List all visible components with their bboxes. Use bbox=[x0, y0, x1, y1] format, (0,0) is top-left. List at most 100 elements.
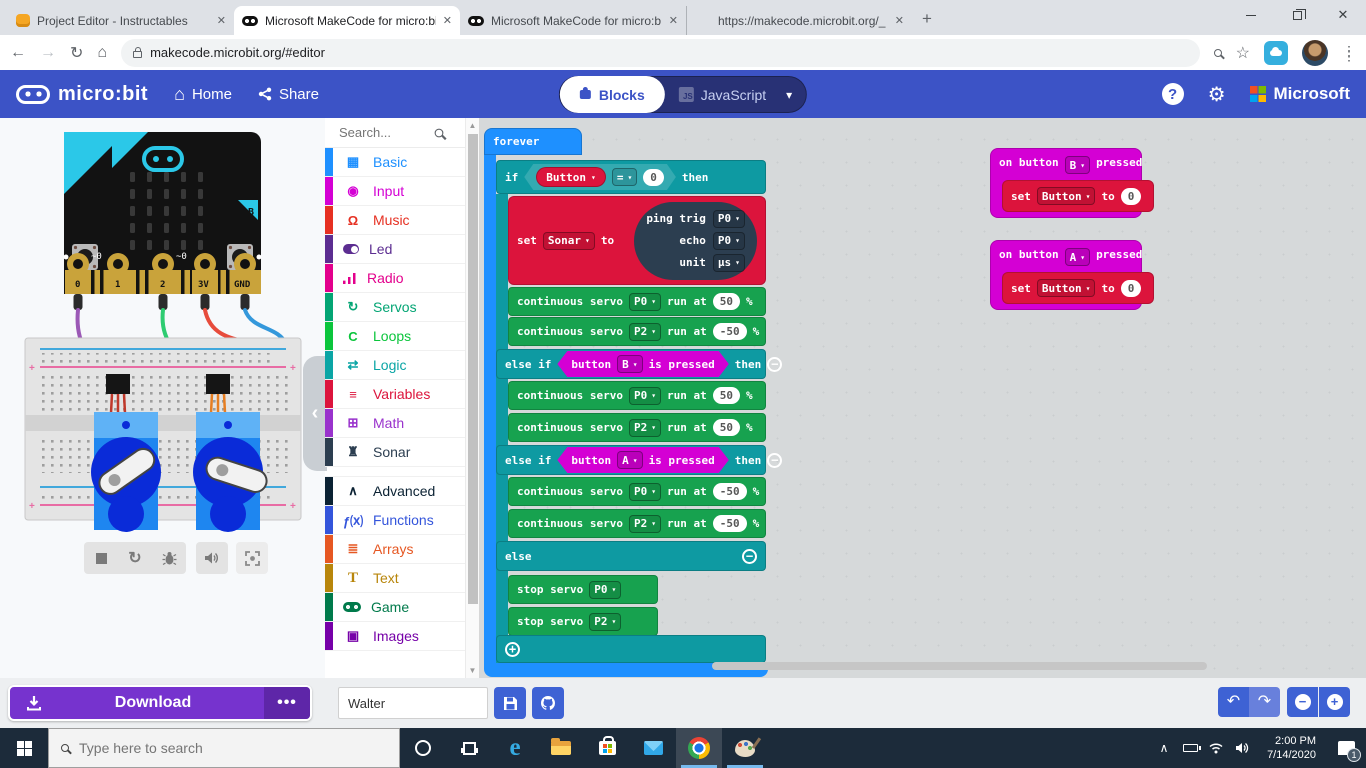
toolbox-category-logic[interactable]: ⇄ Logic bbox=[325, 351, 465, 380]
microsoft-store-button[interactable] bbox=[584, 728, 630, 768]
toolbox-category-music[interactable]: Ω Music bbox=[325, 206, 465, 235]
scrollbar-thumb[interactable] bbox=[467, 134, 478, 604]
variable-dropdown[interactable]: Button bbox=[1036, 187, 1096, 205]
toolbox-category-functions[interactable]: ƒ⒳ Functions bbox=[325, 506, 465, 535]
elseif-block-header[interactable]: else if button B is pressed then − bbox=[496, 349, 783, 379]
toolbox-category-variables[interactable]: ≡ Variables bbox=[325, 380, 465, 409]
toolbox-category-advanced[interactable]: ∧ Advanced bbox=[325, 477, 465, 506]
if-condition[interactable]: Button = 0 bbox=[524, 164, 676, 190]
forever-block-spine[interactable] bbox=[484, 155, 496, 663]
button-dropdown[interactable]: B bbox=[617, 355, 642, 373]
extension-icon[interactable] bbox=[1264, 40, 1288, 65]
taskbar-search-input[interactable] bbox=[79, 740, 339, 756]
if-block-header[interactable]: if Button = 0 then bbox=[496, 160, 766, 194]
toolbox-category-basic[interactable]: ▦ Basic bbox=[325, 148, 465, 177]
browser-tab[interactable]: https://makecode.microbit.org/_ ✕ bbox=[686, 6, 912, 35]
speed-input[interactable]: -50 bbox=[712, 515, 747, 532]
action-center-button[interactable]: 1 bbox=[1326, 728, 1366, 768]
stop-servo-block[interactable]: stop servo P2 bbox=[508, 607, 658, 636]
toolbox-scrollbar[interactable]: ▲ ▼ bbox=[465, 118, 479, 678]
toolbox-category-math[interactable]: ⊞ Math bbox=[325, 409, 465, 438]
toolbox-search-input[interactable] bbox=[339, 125, 429, 140]
browser-tab[interactable]: Project Editor - Instructables ✕ bbox=[8, 6, 234, 35]
restore-button[interactable] bbox=[1274, 0, 1320, 30]
javascript-tab[interactable]: JS JavaScript bbox=[665, 87, 780, 103]
home-icon[interactable]: ⌂ bbox=[97, 43, 108, 61]
toolbox-category-game[interactable]: Game bbox=[325, 593, 465, 622]
bookmark-star-icon[interactable]: ☆ bbox=[1235, 44, 1250, 62]
value-input[interactable]: 0 bbox=[643, 169, 664, 186]
remove-branch-button[interactable]: − bbox=[767, 452, 783, 468]
else-block-header[interactable]: else − bbox=[496, 541, 766, 571]
tab-close-icon[interactable]: ✕ bbox=[668, 15, 678, 27]
pin-dropdown[interactable]: P0 bbox=[628, 292, 662, 311]
toolbox-category-servos[interactable]: ↻ Servos bbox=[325, 293, 465, 322]
button-dropdown[interactable]: A bbox=[617, 451, 642, 469]
toolbox-category-images[interactable]: ▣ Images bbox=[325, 622, 465, 651]
toolbox-category-text[interactable]: T Text bbox=[325, 564, 465, 593]
blocks-tab[interactable]: Blocks bbox=[559, 76, 665, 113]
scroll-down-icon[interactable]: ▼ bbox=[468, 666, 477, 675]
sonar-variable-dropdown[interactable]: Sonar bbox=[542, 231, 595, 250]
browser-tab[interactable]: Microsoft MakeCode for micro:b ✕ bbox=[460, 6, 686, 35]
edge-button[interactable]: e bbox=[492, 728, 538, 768]
new-tab-button[interactable]: + bbox=[922, 9, 932, 28]
microbit-logo[interactable]: micro:bit bbox=[16, 83, 148, 106]
workspace-horizontal-scrollbar[interactable] bbox=[712, 662, 1207, 670]
forward-icon[interactable]: → bbox=[40, 43, 56, 61]
value-input[interactable]: 0 bbox=[1120, 279, 1142, 297]
download-button[interactable]: Download ••• bbox=[8, 685, 312, 721]
echo-pin-dropdown[interactable]: P0 bbox=[712, 231, 745, 250]
toolbox-category-radio[interactable]: Radio bbox=[325, 264, 465, 293]
pin-dropdown[interactable]: P2 bbox=[589, 612, 622, 631]
variable-dropdown[interactable]: Button bbox=[1036, 279, 1096, 297]
forever-block[interactable]: forever bbox=[484, 128, 582, 155]
zoom-page-icon[interactable] bbox=[1213, 48, 1222, 57]
if-block-spine[interactable] bbox=[496, 194, 508, 663]
back-icon[interactable]: ← bbox=[10, 43, 26, 61]
volume-icon[interactable] bbox=[1229, 742, 1255, 754]
help-button[interactable]: ? bbox=[1161, 83, 1184, 105]
simulator-collapse-button[interactable]: ‹ bbox=[303, 356, 327, 471]
toolbox-category-input[interactable]: ◉ Input bbox=[325, 177, 465, 206]
scroll-up-icon[interactable]: ▲ bbox=[468, 121, 477, 130]
mail-button[interactable] bbox=[630, 728, 676, 768]
chevron-down-icon[interactable]: ▾ bbox=[786, 87, 793, 102]
set-button-block[interactable]: set Button to 0 bbox=[1002, 180, 1154, 212]
remove-branch-button[interactable]: − bbox=[742, 548, 757, 564]
value-input[interactable]: 0 bbox=[1120, 187, 1142, 205]
share-button[interactable]: Share bbox=[258, 86, 319, 103]
wifi-icon[interactable] bbox=[1203, 742, 1229, 754]
button-dropdown[interactable]: A bbox=[1064, 248, 1091, 266]
gear-icon[interactable]: ⚙ bbox=[1207, 83, 1226, 106]
ping-pin-dropdown[interactable]: P0 bbox=[712, 209, 745, 228]
pin-dropdown[interactable]: P0 bbox=[589, 580, 622, 599]
zoom-in-button[interactable]: + bbox=[1319, 687, 1350, 717]
stop-servo-block[interactable]: stop servo P0 bbox=[508, 575, 658, 604]
project-name-input[interactable] bbox=[338, 687, 488, 719]
close-button[interactable]: ✕ bbox=[1337, 7, 1349, 22]
speed-input[interactable]: 50 bbox=[712, 387, 741, 404]
button-pressed-condition[interactable]: button A is pressed bbox=[557, 447, 728, 473]
task-view-button[interactable] bbox=[446, 728, 492, 768]
button-pressed-condition[interactable]: button B is pressed bbox=[557, 351, 728, 377]
operator-dropdown[interactable]: = bbox=[612, 168, 637, 186]
toolbox-category-arrays[interactable]: ≣ Arrays bbox=[325, 535, 465, 564]
remove-branch-button[interactable]: − bbox=[767, 356, 783, 372]
tray-expand-icon[interactable]: ∧ bbox=[1159, 741, 1169, 755]
unit-dropdown[interactable]: μs bbox=[712, 253, 745, 272]
start-button[interactable] bbox=[0, 728, 48, 768]
taskbar-clock[interactable]: 2:00 PM 7/14/2020 bbox=[1255, 734, 1326, 762]
lock-icon[interactable] bbox=[133, 47, 143, 58]
pin-dropdown[interactable]: P0 bbox=[628, 482, 662, 501]
if-block-footer[interactable]: + bbox=[496, 635, 766, 663]
refresh-icon[interactable]: ↻ bbox=[70, 44, 84, 62]
pin-dropdown[interactable]: P2 bbox=[628, 322, 662, 341]
taskbar-search[interactable] bbox=[48, 728, 400, 768]
speed-input[interactable]: 50 bbox=[712, 419, 741, 436]
